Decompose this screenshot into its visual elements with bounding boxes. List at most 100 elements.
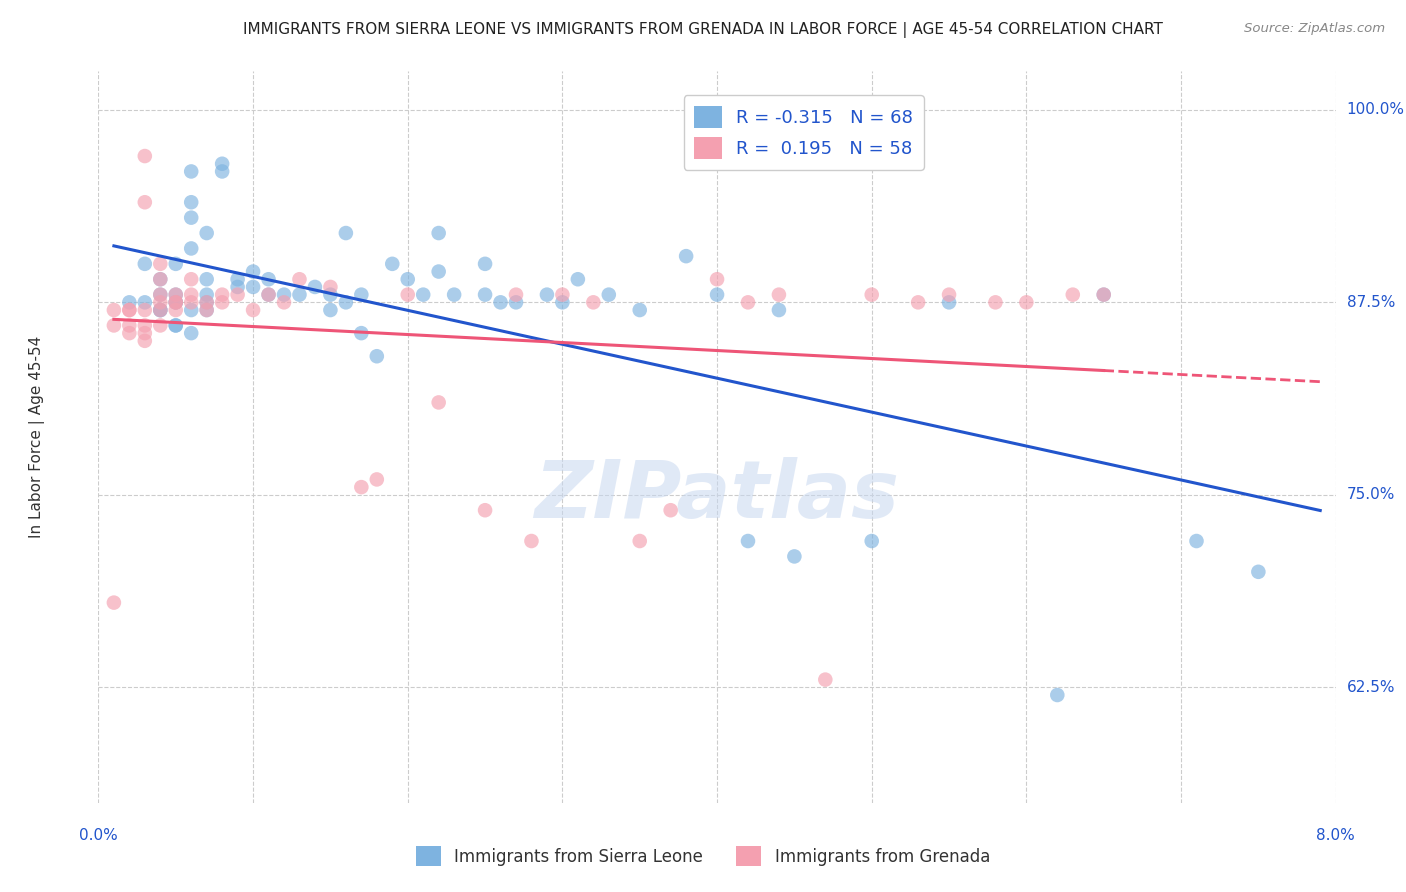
Point	[551, 287, 574, 301]
Point	[226, 280, 249, 294]
Point	[706, 287, 728, 301]
Point	[149, 257, 172, 271]
Point	[443, 287, 465, 301]
Point	[474, 503, 496, 517]
Point	[211, 295, 233, 310]
Point	[474, 257, 496, 271]
Point	[195, 272, 218, 286]
Point	[768, 287, 790, 301]
Point	[195, 303, 218, 318]
Point	[165, 318, 187, 333]
Point	[1046, 688, 1069, 702]
Point	[396, 272, 419, 286]
Point	[737, 295, 759, 310]
Point	[180, 164, 202, 178]
Text: 0.0%: 0.0%	[79, 828, 118, 843]
Point	[675, 249, 697, 263]
Point	[134, 326, 156, 340]
Point	[149, 287, 172, 301]
Point	[165, 257, 187, 271]
Point	[984, 295, 1007, 310]
Point	[366, 349, 388, 363]
Text: IMMIGRANTS FROM SIERRA LEONE VS IMMIGRANTS FROM GRENADA IN LABOR FORCE | AGE 45-: IMMIGRANTS FROM SIERRA LEONE VS IMMIGRAN…	[243, 22, 1163, 38]
Point	[134, 195, 156, 210]
Text: 75.0%: 75.0%	[1347, 487, 1395, 502]
Point	[938, 295, 960, 310]
Point	[118, 303, 141, 318]
Point	[103, 596, 125, 610]
Point	[257, 272, 280, 286]
Legend: R = -0.315   N = 68, R =  0.195   N = 58: R = -0.315 N = 68, R = 0.195 N = 58	[683, 95, 924, 169]
Point	[273, 287, 295, 301]
Point	[335, 295, 357, 310]
Point	[149, 303, 172, 318]
Point	[180, 211, 202, 225]
Point	[319, 303, 342, 318]
Point	[149, 272, 172, 286]
Point	[211, 157, 233, 171]
Point	[165, 295, 187, 310]
Point	[628, 534, 651, 549]
Point	[134, 257, 156, 271]
Point	[257, 287, 280, 301]
Point	[195, 226, 218, 240]
Point	[180, 272, 202, 286]
Point	[319, 280, 342, 294]
Point	[165, 287, 187, 301]
Point	[427, 226, 450, 240]
Point	[350, 287, 373, 301]
Point	[536, 287, 558, 301]
Point	[165, 287, 187, 301]
Point	[226, 287, 249, 301]
Text: Source: ZipAtlas.com: Source: ZipAtlas.com	[1244, 22, 1385, 36]
Text: 87.5%: 87.5%	[1347, 295, 1395, 310]
Point	[165, 318, 187, 333]
Point	[582, 295, 605, 310]
Point	[149, 303, 172, 318]
Point	[165, 295, 187, 310]
Point	[396, 287, 419, 301]
Point	[211, 164, 233, 178]
Point	[1062, 287, 1084, 301]
Point	[165, 303, 187, 318]
Point	[134, 318, 156, 333]
Point	[134, 303, 156, 318]
Text: In Labor Force | Age 45-54: In Labor Force | Age 45-54	[28, 336, 45, 538]
Point	[242, 264, 264, 278]
Point	[768, 303, 790, 318]
Point	[226, 272, 249, 286]
Point	[118, 318, 141, 333]
Point	[180, 287, 202, 301]
Text: ZIPatlas: ZIPatlas	[534, 457, 900, 534]
Point	[257, 287, 280, 301]
Point	[165, 295, 187, 310]
Point	[1185, 534, 1208, 549]
Point	[195, 287, 218, 301]
Point	[149, 303, 172, 318]
Point	[427, 395, 450, 409]
Point	[598, 287, 620, 301]
Point	[474, 287, 496, 301]
Point	[149, 287, 172, 301]
Point	[165, 295, 187, 310]
Text: 8.0%: 8.0%	[1316, 828, 1355, 843]
Point	[103, 303, 125, 318]
Point	[273, 295, 295, 310]
Point	[288, 287, 311, 301]
Point	[381, 257, 404, 271]
Text: 100.0%: 100.0%	[1347, 103, 1405, 118]
Point	[412, 287, 434, 301]
Point	[814, 673, 837, 687]
Point	[737, 534, 759, 549]
Point	[149, 272, 172, 286]
Point	[242, 303, 264, 318]
Point	[180, 295, 202, 310]
Point	[489, 295, 512, 310]
Point	[551, 295, 574, 310]
Point	[180, 195, 202, 210]
Point	[1092, 287, 1115, 301]
Point	[195, 295, 218, 310]
Point	[118, 295, 141, 310]
Point	[505, 287, 527, 301]
Point	[783, 549, 806, 564]
